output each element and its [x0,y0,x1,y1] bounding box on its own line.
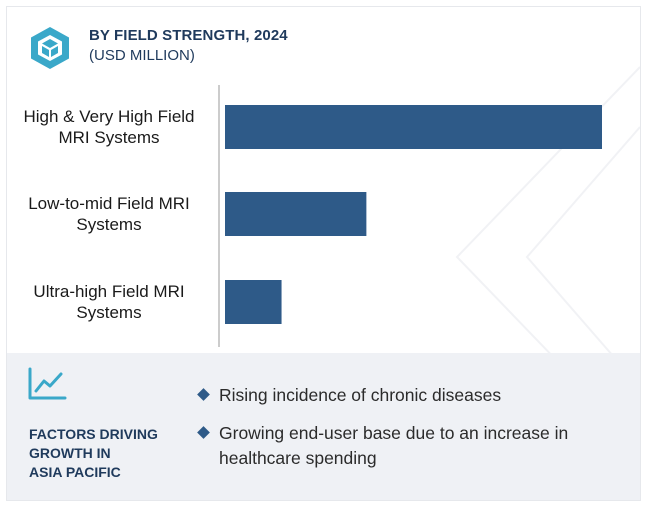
diamond-bullet-icon [197,426,210,439]
factors-list: Rising incidence of chronic diseases Gro… [197,383,627,484]
factors-panel: FACTORS DRIVING GROWTH IN ASIA PACIFIC R… [7,353,640,500]
line-chart-icon [28,367,67,400]
bar-1 [225,105,602,149]
bar-chart [218,85,602,347]
category-label: Low-to-mid Field MRI Systems [28,194,190,234]
category-label: High & Very High Field MRI Systems [23,107,195,147]
bar-3 [225,280,282,324]
diamond-bullet-icon [197,388,210,401]
chart-card: BY FIELD STRENGTH, 2024 (USD MILLION) Hi… [6,6,641,501]
category-label: Ultra-high Field MRI Systems [33,282,185,322]
factor-item: Growing end-user base due to an increase… [197,421,627,471]
cube-logo-icon [31,27,69,69]
chart-title: BY FIELD STRENGTH, 2024 [89,27,288,44]
factor-text: Rising incidence of chronic diseases [219,385,502,405]
chart-subtitle: (USD MILLION) [89,47,195,64]
factors-title: FACTORS DRIVING GROWTH IN ASIA PACIFIC [29,426,158,480]
factor-item: Rising incidence of chronic diseases [197,383,627,408]
factor-text: Growing end-user base due to an increase… [219,423,569,468]
bar-2 [225,192,367,236]
